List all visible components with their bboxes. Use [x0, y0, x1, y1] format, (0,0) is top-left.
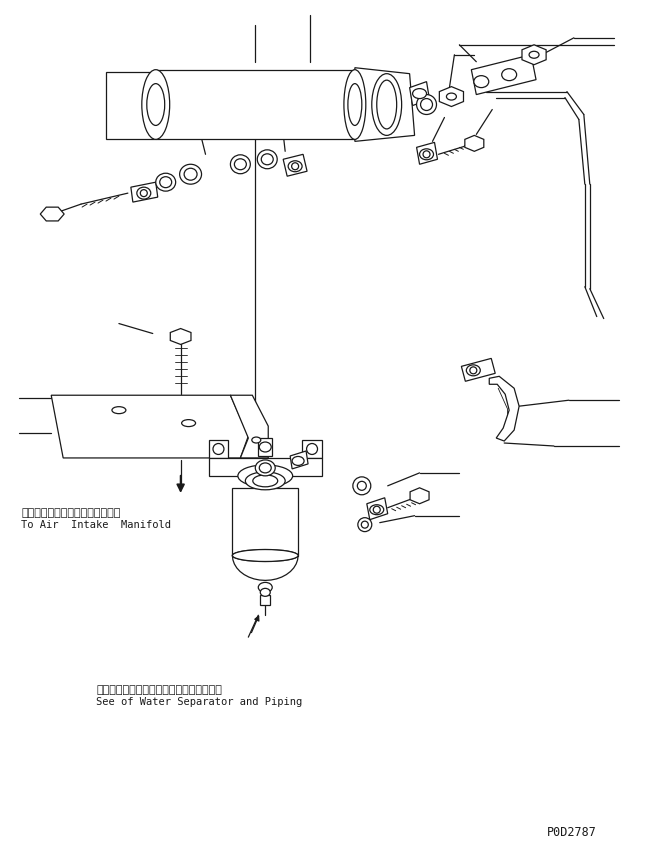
Ellipse shape	[238, 465, 293, 487]
Ellipse shape	[370, 504, 384, 514]
Polygon shape	[155, 70, 355, 140]
Ellipse shape	[232, 550, 298, 562]
Ellipse shape	[372, 73, 402, 136]
Ellipse shape	[529, 51, 539, 58]
Polygon shape	[410, 488, 429, 504]
Polygon shape	[232, 556, 298, 580]
Ellipse shape	[348, 83, 362, 125]
Polygon shape	[208, 440, 228, 458]
Text: To Air  Intake  Manifold: To Air Intake Manifold	[21, 520, 172, 530]
Polygon shape	[302, 440, 322, 458]
Polygon shape	[355, 67, 415, 141]
Ellipse shape	[353, 477, 371, 495]
Ellipse shape	[245, 472, 285, 490]
Ellipse shape	[361, 521, 368, 528]
Ellipse shape	[344, 70, 366, 140]
Ellipse shape	[112, 407, 126, 413]
Ellipse shape	[261, 589, 270, 596]
Ellipse shape	[257, 150, 277, 168]
Ellipse shape	[147, 83, 164, 125]
Ellipse shape	[421, 99, 433, 110]
Ellipse shape	[306, 444, 317, 455]
Ellipse shape	[377, 80, 397, 129]
Polygon shape	[40, 207, 64, 221]
Text: ウォータセパレータおよびパイピング参照: ウォータセパレータおよびパイピング参照	[96, 685, 222, 695]
Polygon shape	[417, 142, 437, 164]
Polygon shape	[461, 359, 495, 381]
Polygon shape	[258, 438, 272, 456]
Ellipse shape	[358, 518, 372, 531]
Polygon shape	[471, 55, 536, 94]
Ellipse shape	[252, 437, 261, 443]
Ellipse shape	[253, 475, 278, 487]
Ellipse shape	[502, 69, 517, 81]
Ellipse shape	[292, 456, 304, 466]
Polygon shape	[230, 395, 268, 458]
Ellipse shape	[234, 159, 246, 170]
Polygon shape	[290, 451, 308, 469]
Polygon shape	[522, 45, 546, 65]
Polygon shape	[410, 82, 430, 105]
Polygon shape	[106, 72, 155, 140]
Ellipse shape	[466, 365, 481, 376]
Ellipse shape	[258, 583, 272, 592]
Ellipse shape	[446, 93, 457, 100]
Text: See of Water Separator and Piping: See of Water Separator and Piping	[96, 697, 303, 707]
Ellipse shape	[423, 151, 430, 157]
Ellipse shape	[155, 173, 175, 191]
Ellipse shape	[261, 154, 273, 165]
Ellipse shape	[474, 76, 489, 88]
Ellipse shape	[470, 367, 477, 374]
Polygon shape	[367, 498, 388, 520]
Ellipse shape	[259, 463, 272, 473]
Polygon shape	[490, 376, 519, 441]
Ellipse shape	[213, 444, 224, 455]
Polygon shape	[170, 328, 191, 344]
Ellipse shape	[259, 442, 272, 452]
Ellipse shape	[137, 187, 151, 199]
Polygon shape	[465, 136, 484, 152]
Ellipse shape	[373, 506, 381, 513]
Ellipse shape	[142, 70, 170, 140]
Polygon shape	[232, 488, 298, 556]
Ellipse shape	[230, 155, 250, 173]
Ellipse shape	[357, 482, 366, 490]
Text: P0D2787: P0D2787	[547, 826, 597, 839]
Ellipse shape	[292, 163, 299, 170]
Ellipse shape	[160, 177, 172, 188]
Polygon shape	[439, 87, 464, 107]
Polygon shape	[208, 458, 322, 476]
Polygon shape	[131, 182, 158, 202]
Ellipse shape	[419, 149, 433, 160]
Polygon shape	[51, 395, 248, 458]
Ellipse shape	[184, 168, 197, 180]
Ellipse shape	[182, 419, 195, 427]
Ellipse shape	[413, 88, 426, 99]
Ellipse shape	[180, 164, 201, 184]
Ellipse shape	[417, 94, 437, 115]
Polygon shape	[261, 595, 270, 605]
Ellipse shape	[288, 161, 302, 172]
Ellipse shape	[232, 550, 298, 562]
Text: エアーインテークマニホールドへ: エアーインテークマニホールドへ	[21, 508, 121, 518]
Ellipse shape	[255, 460, 275, 476]
Polygon shape	[283, 154, 307, 176]
Ellipse shape	[141, 189, 147, 197]
